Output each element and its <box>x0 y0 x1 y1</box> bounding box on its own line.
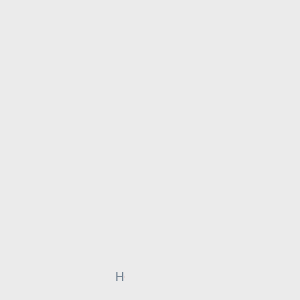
Text: H: H <box>114 271 124 284</box>
Text: O: O <box>113 273 124 287</box>
Text: O: O <box>112 274 122 288</box>
Text: H: H <box>113 273 123 286</box>
Text: N: N <box>112 274 123 288</box>
Text: O: O <box>113 271 124 285</box>
Text: H: H <box>113 274 123 287</box>
Text: O: O <box>112 276 122 290</box>
Text: N: N <box>113 272 123 286</box>
